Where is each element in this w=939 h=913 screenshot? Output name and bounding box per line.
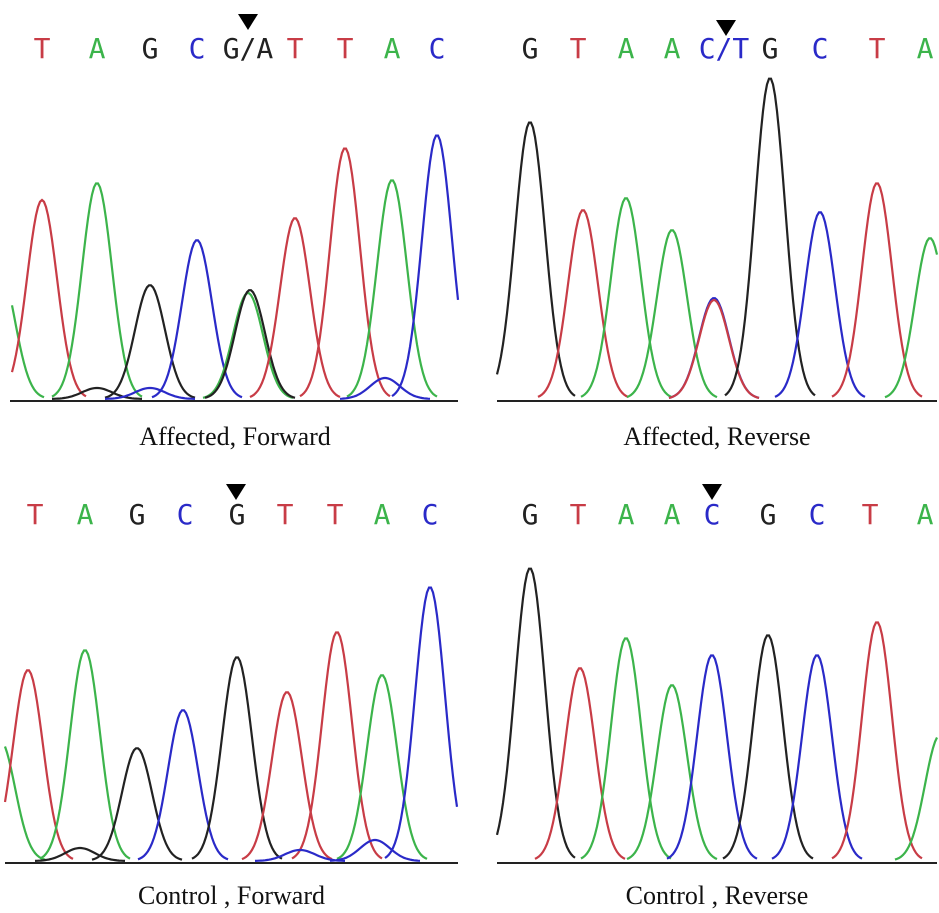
trace-peak (40, 651, 130, 859)
base-call: A (89, 32, 106, 65)
trace-peak (392, 136, 458, 397)
base-call: T (570, 32, 587, 65)
trace-peak (192, 658, 282, 859)
base-call: A (77, 498, 94, 531)
base-call: C (812, 32, 829, 65)
trace-peak (52, 388, 142, 399)
panel-caption: Affected, Forward (139, 422, 331, 451)
trace-peak (535, 668, 625, 859)
base-call: T (862, 498, 879, 531)
base-call: T (337, 32, 354, 65)
trace-peak (12, 200, 86, 396)
base-call: G (229, 498, 246, 531)
trace-peak (725, 79, 815, 396)
base-call: G (129, 498, 146, 531)
base-call: A (384, 32, 401, 65)
trace-peak (105, 388, 195, 399)
panel-caption: Control , Reverse (626, 881, 809, 910)
figure: TAGCG/ATTACAffected, ForwardGTAAC/TGCTAA… (0, 0, 939, 913)
base-call: A (917, 32, 934, 65)
trace-peak (340, 378, 430, 399)
trace-peak (385, 588, 457, 858)
base-call: T (287, 32, 304, 65)
chromatograms: TAGCG/ATTACAffected, ForwardGTAAC/TGCTAA… (0, 0, 939, 913)
base-call: C (189, 32, 206, 65)
base-call: T (570, 498, 587, 531)
base-call: C (177, 498, 194, 531)
trace-peak (138, 710, 228, 859)
base-call: A (664, 32, 681, 65)
base-call: C (809, 498, 826, 531)
trace-peak (885, 238, 937, 397)
base-call: C/T (699, 32, 750, 65)
base-call: T (27, 498, 44, 531)
base-call: G (522, 32, 539, 65)
trace-peak (832, 184, 922, 397)
trace-peak (627, 230, 717, 397)
base-call: G (522, 498, 539, 531)
trace-peak (772, 656, 862, 859)
trace-peak (5, 670, 73, 859)
base-call: G/A (223, 32, 274, 65)
base-call: C (422, 498, 439, 531)
base-call: G (760, 498, 777, 531)
base-call: A (374, 498, 391, 531)
base-call: A (618, 498, 635, 531)
trace-peak (723, 636, 813, 859)
base-call: T (869, 32, 886, 65)
base-call: A (664, 498, 681, 531)
trace-peak (152, 240, 242, 397)
base-call: G (142, 32, 159, 65)
trace-peak (250, 218, 340, 397)
base-call: A (618, 32, 635, 65)
base-call: G (762, 32, 779, 65)
trace-peak (497, 569, 575, 858)
mutation-marker (238, 14, 258, 30)
trace-peak (497, 123, 575, 396)
trace-peak (667, 656, 757, 859)
trace-peak (52, 184, 142, 397)
base-call: T (327, 498, 344, 531)
trace-peak (242, 692, 332, 859)
base-call: T (34, 32, 51, 65)
trace-peak (292, 633, 382, 859)
base-call: C (704, 498, 721, 531)
base-call: C (429, 32, 446, 65)
base-call: T (277, 498, 294, 531)
panel-caption: Affected, Reverse (623, 422, 810, 451)
base-call: A (917, 498, 934, 531)
panel-caption: Control , Forward (138, 881, 325, 910)
